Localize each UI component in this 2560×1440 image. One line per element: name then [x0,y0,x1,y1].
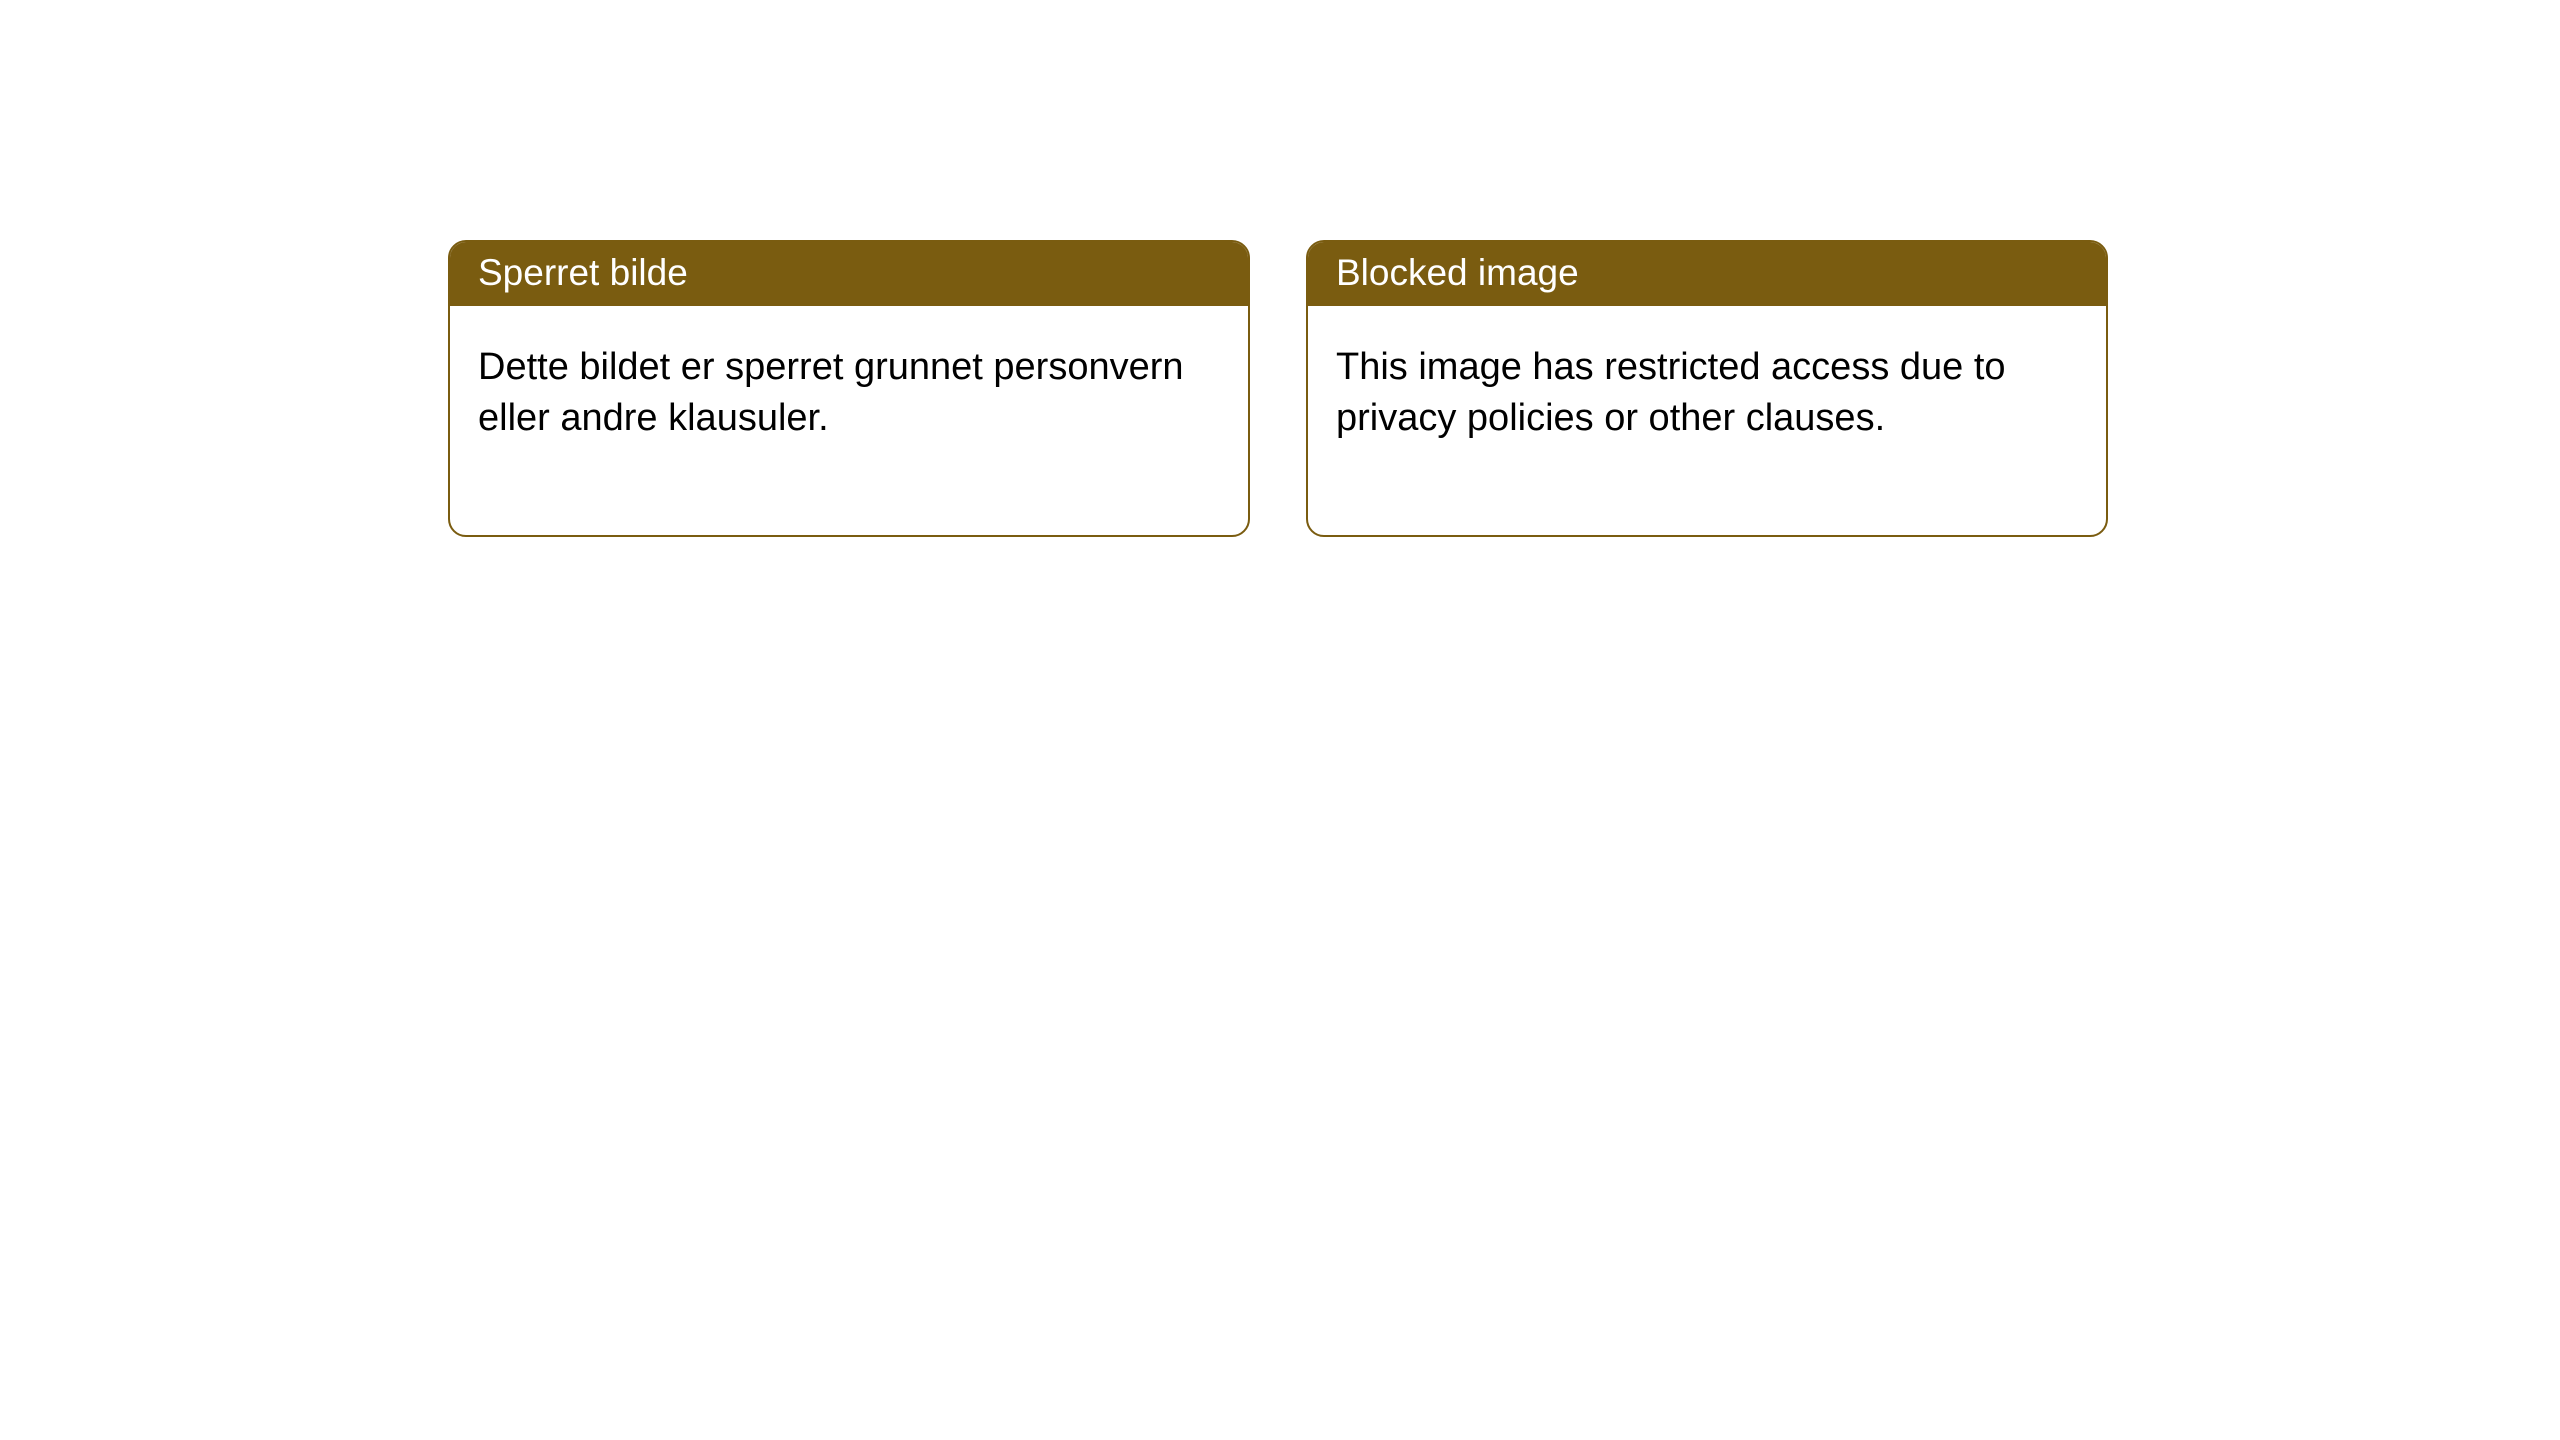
notice-card-norwegian: Sperret bilde Dette bildet er sperret gr… [448,240,1250,537]
notice-body: This image has restricted access due to … [1308,306,2106,535]
notice-body: Dette bildet er sperret grunnet personve… [450,306,1248,535]
notice-title: Blocked image [1308,242,2106,306]
notice-title: Sperret bilde [450,242,1248,306]
notice-card-english: Blocked image This image has restricted … [1306,240,2108,537]
notice-container: Sperret bilde Dette bildet er sperret gr… [0,0,2560,537]
